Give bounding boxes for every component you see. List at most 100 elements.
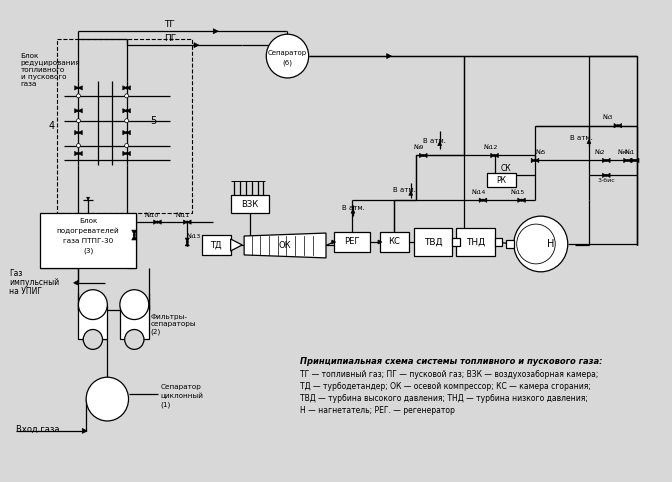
Polygon shape <box>126 108 130 113</box>
Text: подогревателей: подогревателей <box>56 228 120 234</box>
Text: Сепаратор: Сепаратор <box>268 50 307 56</box>
Text: Газ: Газ <box>9 269 22 278</box>
Polygon shape <box>483 198 487 202</box>
Polygon shape <box>517 198 521 202</box>
Text: (3): (3) <box>83 248 93 254</box>
Polygon shape <box>183 220 187 224</box>
Circle shape <box>125 144 128 147</box>
Polygon shape <box>635 158 639 162</box>
Bar <box>40 213 136 268</box>
Text: на УПИГ: на УПИГ <box>9 287 42 296</box>
Bar <box>456 228 495 256</box>
Text: РК: РК <box>497 176 506 185</box>
Bar <box>414 228 452 256</box>
Polygon shape <box>606 173 610 177</box>
Bar <box>79 305 108 339</box>
Text: ОК: ОК <box>279 241 292 250</box>
Polygon shape <box>614 123 618 128</box>
Polygon shape <box>185 242 190 246</box>
Text: ТД — турбодетандер; ОК — осевой компрессор; КС — камера сгорания;: ТД — турбодетандер; ОК — осевой компресс… <box>300 382 591 391</box>
Text: №14: №14 <box>472 190 487 195</box>
Text: В атм.: В атм. <box>392 187 415 193</box>
Polygon shape <box>606 158 610 162</box>
Polygon shape <box>123 86 126 90</box>
Text: газа ПТПГ-30: газа ПТПГ-30 <box>63 238 113 244</box>
Circle shape <box>266 34 308 78</box>
Polygon shape <box>631 158 635 162</box>
Text: №15: №15 <box>511 190 525 195</box>
Polygon shape <box>75 131 79 135</box>
Text: В атм.: В атм. <box>341 205 364 211</box>
Polygon shape <box>123 108 126 113</box>
Polygon shape <box>351 209 355 213</box>
Circle shape <box>77 87 79 89</box>
Polygon shape <box>154 220 157 224</box>
Bar <box>334 232 370 252</box>
Polygon shape <box>75 86 79 90</box>
Text: ТВД — турбина высокого давления; ТНД — турбина низкого давления;: ТВД — турбина высокого давления; ТНД — т… <box>300 394 588 403</box>
Text: №10: №10 <box>144 213 159 218</box>
Polygon shape <box>624 158 628 162</box>
Circle shape <box>534 159 536 161</box>
Bar <box>120 305 149 339</box>
Polygon shape <box>628 158 631 162</box>
Polygon shape <box>74 280 79 285</box>
Text: 3-бис: 3-бис <box>597 178 615 183</box>
Circle shape <box>133 234 136 236</box>
Text: №4: №4 <box>618 150 628 155</box>
Circle shape <box>83 330 103 349</box>
Circle shape <box>517 224 555 264</box>
Bar <box>230 195 269 213</box>
Text: ТГ — топливный газ; ПГ — пусковой газ; ВЗК — воздухозаборная камера;: ТГ — топливный газ; ПГ — пусковой газ; В… <box>300 370 598 379</box>
Text: ТНД: ТНД <box>466 238 485 246</box>
Polygon shape <box>75 108 79 113</box>
Polygon shape <box>419 153 423 158</box>
Text: Блок
редуцирования
топливного
и пускового
газа: Блок редуцирования топливного и пусковог… <box>21 53 80 87</box>
Polygon shape <box>79 108 82 113</box>
Polygon shape <box>332 240 335 244</box>
Circle shape <box>120 290 149 320</box>
Bar <box>452 238 460 246</box>
Text: 4: 4 <box>48 120 54 131</box>
Text: (6): (6) <box>282 60 292 67</box>
Text: Сепаратор: Сепаратор <box>161 384 201 390</box>
Bar <box>202 235 230 255</box>
Polygon shape <box>378 240 382 244</box>
Text: Принципиальная схема системы топливного и пускового газа:: Принципиальная схема системы топливного … <box>300 357 603 366</box>
Circle shape <box>77 144 81 147</box>
Polygon shape <box>82 428 87 433</box>
Text: ТД: ТД <box>210 241 222 250</box>
Circle shape <box>86 377 128 421</box>
Text: В атм.: В атм. <box>570 134 593 141</box>
Circle shape <box>125 94 128 98</box>
Text: 5: 5 <box>151 116 157 126</box>
Circle shape <box>125 119 128 123</box>
Polygon shape <box>187 220 191 224</box>
Circle shape <box>77 94 81 98</box>
Polygon shape <box>618 123 622 128</box>
Circle shape <box>125 330 144 349</box>
Text: Н — нагнетатель; РЕГ. — регенератор: Н — нагнетатель; РЕГ. — регенератор <box>300 406 455 415</box>
Circle shape <box>126 109 128 112</box>
Text: ТВД: ТВД <box>423 238 442 246</box>
Circle shape <box>77 132 79 134</box>
Text: №2: №2 <box>595 150 605 155</box>
Text: №5: №5 <box>536 150 546 155</box>
Circle shape <box>514 216 568 272</box>
Text: №13: №13 <box>187 233 201 239</box>
Polygon shape <box>75 151 79 156</box>
Text: В атм.: В атм. <box>423 137 446 144</box>
Polygon shape <box>185 238 190 242</box>
Circle shape <box>77 109 79 112</box>
Polygon shape <box>79 131 82 135</box>
Circle shape <box>79 290 108 320</box>
Text: РЕГ: РЕГ <box>344 238 360 246</box>
Circle shape <box>634 159 636 161</box>
Text: импульсный: импульсный <box>9 278 59 287</box>
Polygon shape <box>602 158 606 162</box>
Text: ТГ: ТГ <box>165 20 175 29</box>
Polygon shape <box>79 86 82 90</box>
Polygon shape <box>423 153 427 158</box>
Polygon shape <box>126 131 130 135</box>
Bar <box>506 240 514 248</box>
